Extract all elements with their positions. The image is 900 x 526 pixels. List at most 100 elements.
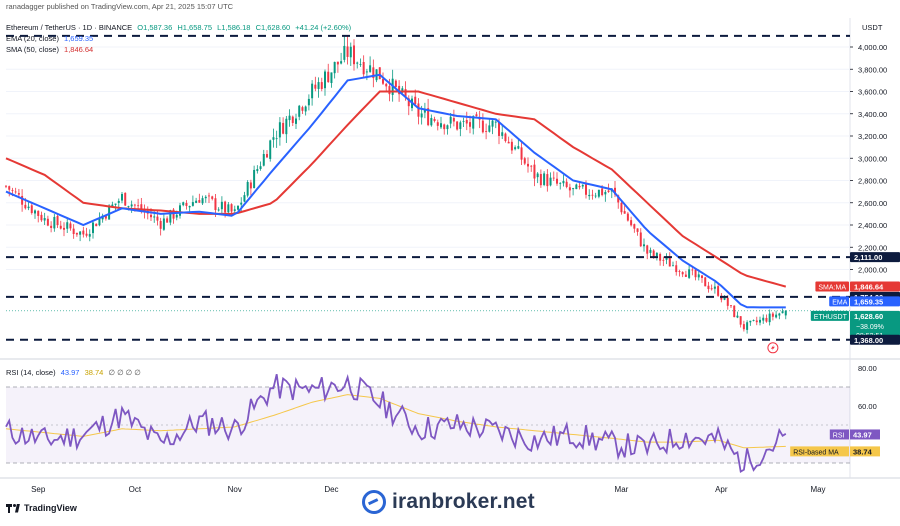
candle bbox=[92, 221, 94, 239]
candle bbox=[336, 61, 339, 73]
candle-body bbox=[14, 191, 17, 193]
candle-body bbox=[230, 204, 233, 212]
price-tag-label-bg bbox=[810, 310, 849, 321]
candle bbox=[523, 156, 526, 166]
candle bbox=[543, 171, 546, 187]
tradingview-brand[interactable]: TradingView bbox=[6, 503, 77, 513]
candle-body bbox=[282, 122, 285, 134]
candle-body bbox=[320, 82, 323, 89]
candle-body bbox=[240, 202, 243, 205]
candle-body bbox=[588, 194, 591, 197]
candle-body bbox=[775, 314, 778, 318]
sma-legend-value: 1,846.64 bbox=[64, 45, 94, 54]
rsi-tag-value: 43.97 bbox=[853, 430, 872, 439]
candle-body bbox=[655, 252, 658, 257]
candle bbox=[95, 223, 98, 227]
candle-body bbox=[314, 84, 317, 89]
price-axis-label: 3,000.00 bbox=[858, 154, 887, 163]
price-axis-label: 2,600.00 bbox=[858, 199, 887, 208]
candle-body bbox=[510, 141, 513, 151]
candle bbox=[343, 35, 346, 63]
rsi-legend[interactable]: RSI (14, close) 43.97 38.74 ∅ ∅ ∅ ∅ bbox=[6, 368, 144, 377]
candle-body bbox=[275, 138, 278, 140]
candle-body bbox=[420, 113, 423, 118]
rsi-tag-bg bbox=[850, 446, 880, 457]
candle bbox=[340, 52, 343, 65]
candle-body bbox=[259, 166, 262, 169]
candle-body bbox=[646, 245, 649, 254]
candle-body bbox=[446, 125, 449, 130]
event-marker-icon bbox=[767, 342, 779, 354]
candle-body bbox=[17, 193, 20, 195]
rsi-tag-label-bg bbox=[829, 429, 849, 440]
candle-body bbox=[72, 228, 75, 235]
candle bbox=[185, 200, 188, 210]
candle-body bbox=[385, 83, 388, 87]
candle-body bbox=[211, 196, 214, 199]
candle-body bbox=[407, 98, 410, 107]
candle bbox=[63, 222, 65, 237]
time-axis-label: Mar bbox=[615, 485, 629, 494]
candle-body bbox=[398, 85, 401, 95]
candle bbox=[372, 59, 375, 88]
candle-body bbox=[559, 182, 562, 184]
candle-body bbox=[668, 257, 671, 267]
rsi-legend-value: 43.97 bbox=[60, 368, 80, 377]
candle bbox=[53, 213, 56, 232]
candle-body bbox=[34, 210, 36, 214]
candle-body bbox=[739, 316, 742, 325]
candle-body bbox=[346, 46, 349, 57]
candle bbox=[21, 189, 24, 212]
ema-legend[interactable]: EMA (20, close) 1,659.35 bbox=[6, 34, 96, 43]
candle bbox=[665, 253, 668, 265]
candle-body bbox=[633, 224, 636, 229]
candle-body bbox=[285, 118, 288, 135]
candle-body bbox=[88, 234, 91, 237]
candle-body bbox=[778, 313, 781, 316]
rsi-legend-extra: ∅ ∅ ∅ ∅ bbox=[108, 368, 141, 377]
candle-body bbox=[378, 67, 381, 80]
ema-legend-label: EMA (20, close) bbox=[6, 34, 59, 43]
candle bbox=[594, 192, 597, 199]
candle-body bbox=[353, 45, 355, 65]
price-tags: 2,111.001,846.64SMA:MA1,754.001,659.35EM… bbox=[810, 252, 900, 345]
candle-body bbox=[530, 165, 533, 167]
rsi-axis-label: 60.00 bbox=[858, 402, 877, 411]
candle-body bbox=[539, 174, 542, 186]
candle bbox=[191, 195, 194, 207]
symbol-name[interactable]: Ethereum / TetherUS · 1D · BINANCE bbox=[6, 23, 133, 32]
candle-body bbox=[607, 190, 610, 192]
candle-body bbox=[159, 220, 162, 229]
candle-body bbox=[288, 115, 291, 121]
price-tag-label: EMA bbox=[832, 299, 848, 306]
candle-body bbox=[562, 180, 565, 184]
candle bbox=[507, 136, 510, 144]
candle-body bbox=[388, 86, 391, 95]
sma-legend[interactable]: SMA (50, close) 1,846.64 bbox=[6, 45, 96, 54]
candle bbox=[530, 165, 533, 172]
candle-body bbox=[536, 173, 539, 178]
price-tag-bg bbox=[850, 281, 900, 292]
candle-body bbox=[291, 116, 294, 123]
candle bbox=[220, 196, 223, 215]
candle-body bbox=[404, 89, 407, 98]
candle bbox=[746, 320, 749, 334]
candle-body bbox=[304, 106, 307, 112]
candle-body bbox=[485, 131, 488, 132]
candle-body bbox=[604, 191, 607, 195]
candle bbox=[469, 115, 471, 134]
candle bbox=[533, 159, 536, 187]
candle-body bbox=[578, 185, 581, 188]
candle-body bbox=[224, 201, 227, 213]
candle bbox=[771, 311, 774, 321]
candle-body bbox=[626, 213, 629, 221]
candle-body bbox=[617, 195, 620, 203]
candle bbox=[742, 320, 745, 332]
candle bbox=[755, 316, 758, 326]
candle-body bbox=[298, 105, 301, 117]
candle bbox=[417, 98, 420, 125]
price-tag-bg bbox=[850, 334, 900, 345]
candle bbox=[40, 211, 43, 222]
candle-body bbox=[237, 205, 239, 210]
